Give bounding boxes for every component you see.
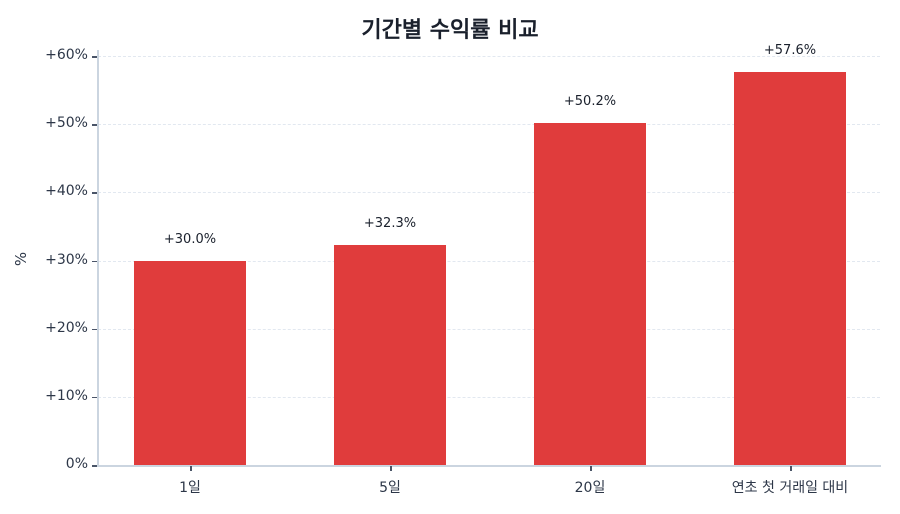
gridline	[98, 56, 880, 57]
bar-value-label: +30.0%	[163, 231, 217, 247]
bar-value-label: +57.6%	[763, 43, 817, 59]
gridline	[98, 124, 880, 126]
y-axis-line	[97, 50, 99, 466]
x-tick-mark	[790, 466, 792, 471]
bar-value-label: +32.3%	[363, 215, 417, 231]
x-tick-mark	[390, 466, 392, 471]
gridline	[98, 328, 880, 330]
y-tick-label: +50%	[45, 115, 88, 132]
y-axis-title: %	[12, 251, 31, 267]
y-tick-mark	[92, 328, 97, 331]
y-tick-mark	[92, 192, 97, 194]
y-tick-mark	[92, 124, 97, 126]
x-tick-mark	[590, 466, 592, 471]
bar	[734, 72, 846, 465]
x-axis-line	[97, 465, 881, 467]
bar	[134, 260, 246, 465]
y-tick-label: +30%	[45, 251, 88, 268]
x-tick-label: 1일	[179, 480, 201, 496]
gridline	[98, 396, 880, 398]
y-tick-label: +20%	[45, 319, 88, 336]
bar	[334, 244, 446, 465]
chart-title: 기간별 수익률 비교	[361, 18, 539, 43]
y-tick-mark	[92, 465, 97, 467]
y-tick-label: +40%	[45, 183, 88, 200]
y-tick-mark	[92, 260, 97, 262]
bar-value-label: +50.2%	[563, 93, 617, 109]
y-tick-mark	[92, 56, 97, 58]
y-tick-mark	[92, 396, 97, 399]
x-tick-label: 5일	[379, 480, 401, 496]
gridline	[98, 192, 880, 194]
y-tick-label: +10%	[45, 387, 88, 404]
plot-area	[98, 56, 880, 465]
y-tick-label: 0%	[65, 456, 88, 472]
x-tick-mark	[190, 466, 192, 471]
bar	[534, 122, 646, 465]
gridline	[98, 260, 880, 262]
y-tick-label: +60%	[45, 47, 88, 63]
x-tick-label: 연초 첫 거래일 대비	[731, 480, 849, 496]
x-tick-label: 20일	[574, 480, 606, 496]
